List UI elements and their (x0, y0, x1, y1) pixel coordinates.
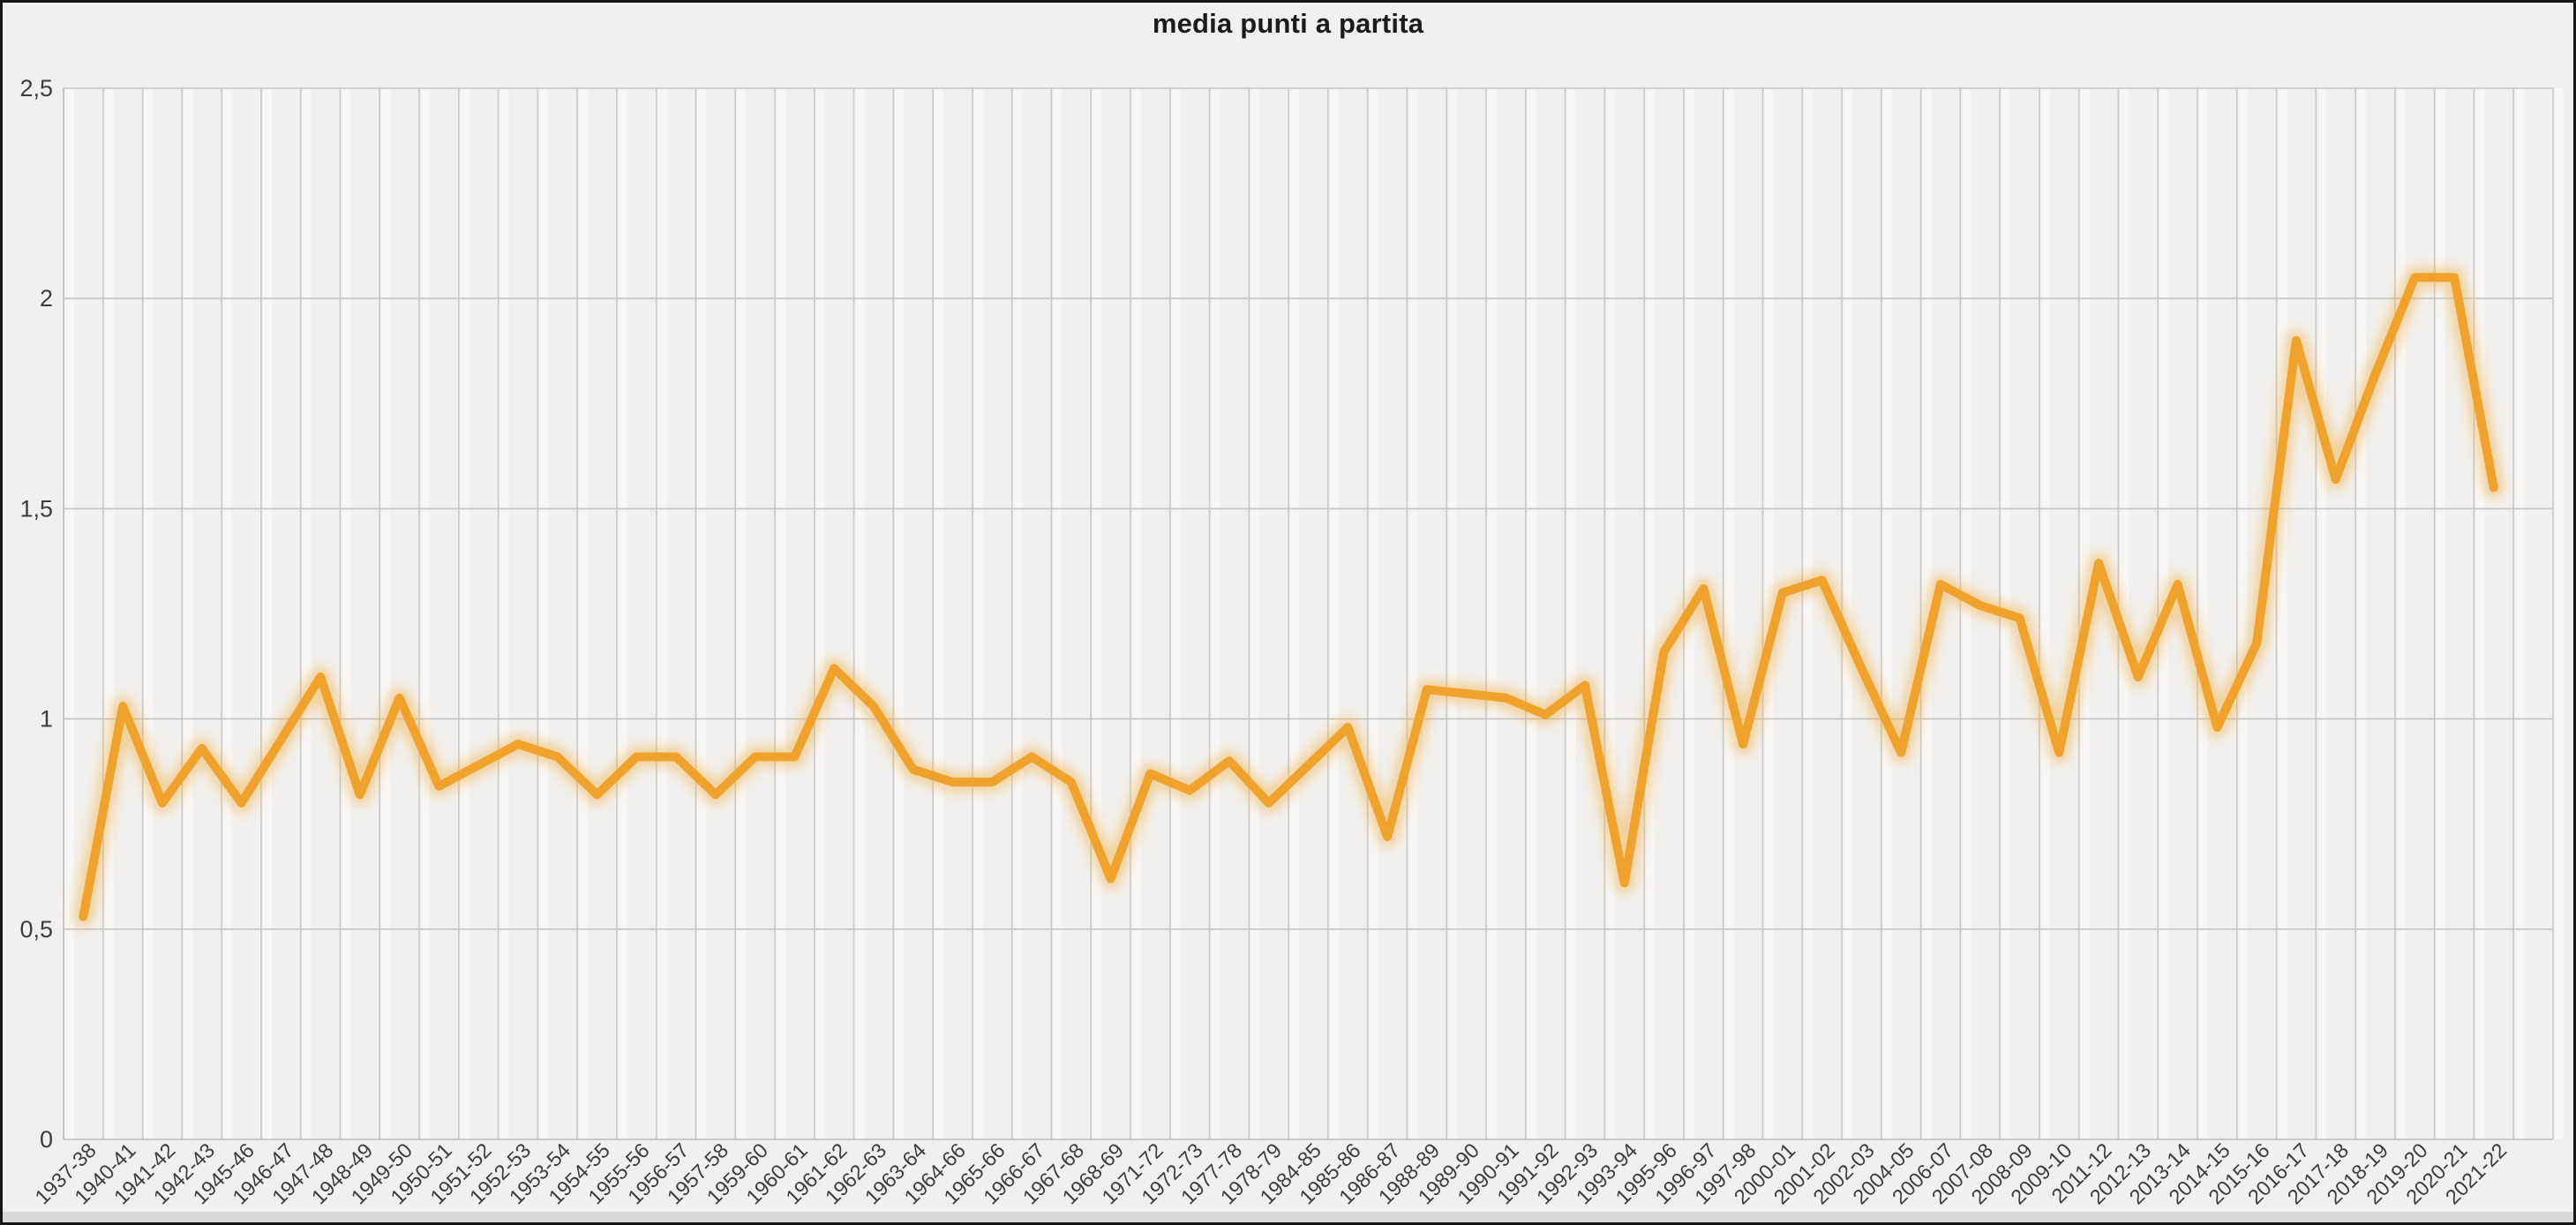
column-stripe (697, 88, 707, 1139)
column-stripe (2357, 88, 2367, 1139)
column-stripe (1646, 88, 1656, 1139)
column-stripe (618, 88, 627, 1139)
column-stripe (973, 88, 983, 1139)
line-chart: 00,511,522,51937-381940-411941-421942-43… (19, 75, 2564, 1209)
column-stripe (1962, 88, 1971, 1139)
column-stripe (342, 88, 351, 1139)
chart-title: media punti a partita (1152, 8, 1424, 39)
column-stripe (2278, 88, 2287, 1139)
column-stripe (1408, 88, 1418, 1139)
y-axis-tick-label: 1,5 (19, 495, 53, 522)
column-stripe (1882, 88, 1892, 1139)
column-stripe (855, 88, 865, 1139)
y-axis-tick-label: 0,5 (19, 916, 53, 943)
column-stripe (1606, 88, 1616, 1139)
column-stripe (815, 88, 825, 1139)
column-stripe (1488, 88, 1497, 1139)
column-stripe (1171, 88, 1181, 1139)
column-stripe (1132, 88, 1141, 1139)
column-stripe (539, 88, 549, 1139)
column-stripe (460, 88, 469, 1139)
column-stripe (2436, 88, 2445, 1139)
column-stripe (1290, 88, 1300, 1139)
column-stripe (2317, 88, 2327, 1139)
column-stripe (144, 88, 154, 1139)
column-stripe (1053, 88, 1063, 1139)
column-stripe (737, 88, 747, 1139)
column-stripe (1093, 88, 1102, 1139)
column-stripe (2396, 88, 2406, 1139)
column-stripe (381, 88, 391, 1139)
column-stripe (2199, 88, 2208, 1139)
column-stripe (184, 88, 193, 1139)
column-stripe (1211, 88, 1220, 1139)
column-stripe (1527, 88, 1536, 1139)
column-stripe (262, 88, 272, 1139)
column-stripe (579, 88, 589, 1139)
bottom-strip (3, 1212, 2573, 1222)
column-stripe (499, 88, 509, 1139)
series-line (79, 273, 2498, 921)
column-stripe (2040, 88, 2050, 1139)
y-axis-tick-label: 1 (40, 706, 53, 733)
column-stripe (1250, 88, 1260, 1139)
column-stripe (935, 88, 944, 1139)
y-axis-tick-label: 2 (40, 285, 53, 312)
column-stripe (2475, 88, 2485, 1139)
column-stripe (777, 88, 785, 1139)
y-axis-tick-label: 0 (40, 1126, 53, 1153)
column-stripe (104, 88, 114, 1139)
column-stripe (2515, 88, 2525, 1139)
column-stripe (302, 88, 312, 1139)
column-stripe (1329, 88, 1339, 1139)
column-stripe (1013, 88, 1023, 1139)
column-stripe (65, 88, 74, 1139)
column-stripe (895, 88, 905, 1139)
column-stripe (223, 88, 233, 1139)
column-stripe (421, 88, 430, 1139)
y-axis-tick-label: 2,5 (19, 75, 53, 101)
column-stripe (2238, 88, 2248, 1139)
column-stripe (1724, 88, 1734, 1139)
column-stripe (1448, 88, 1458, 1139)
column-stripe (1804, 88, 1814, 1139)
column-stripe (1566, 88, 1576, 1139)
column-stripe (1369, 88, 1378, 1139)
column-stripe (657, 88, 667, 1139)
column-stripe (2555, 88, 2564, 1139)
